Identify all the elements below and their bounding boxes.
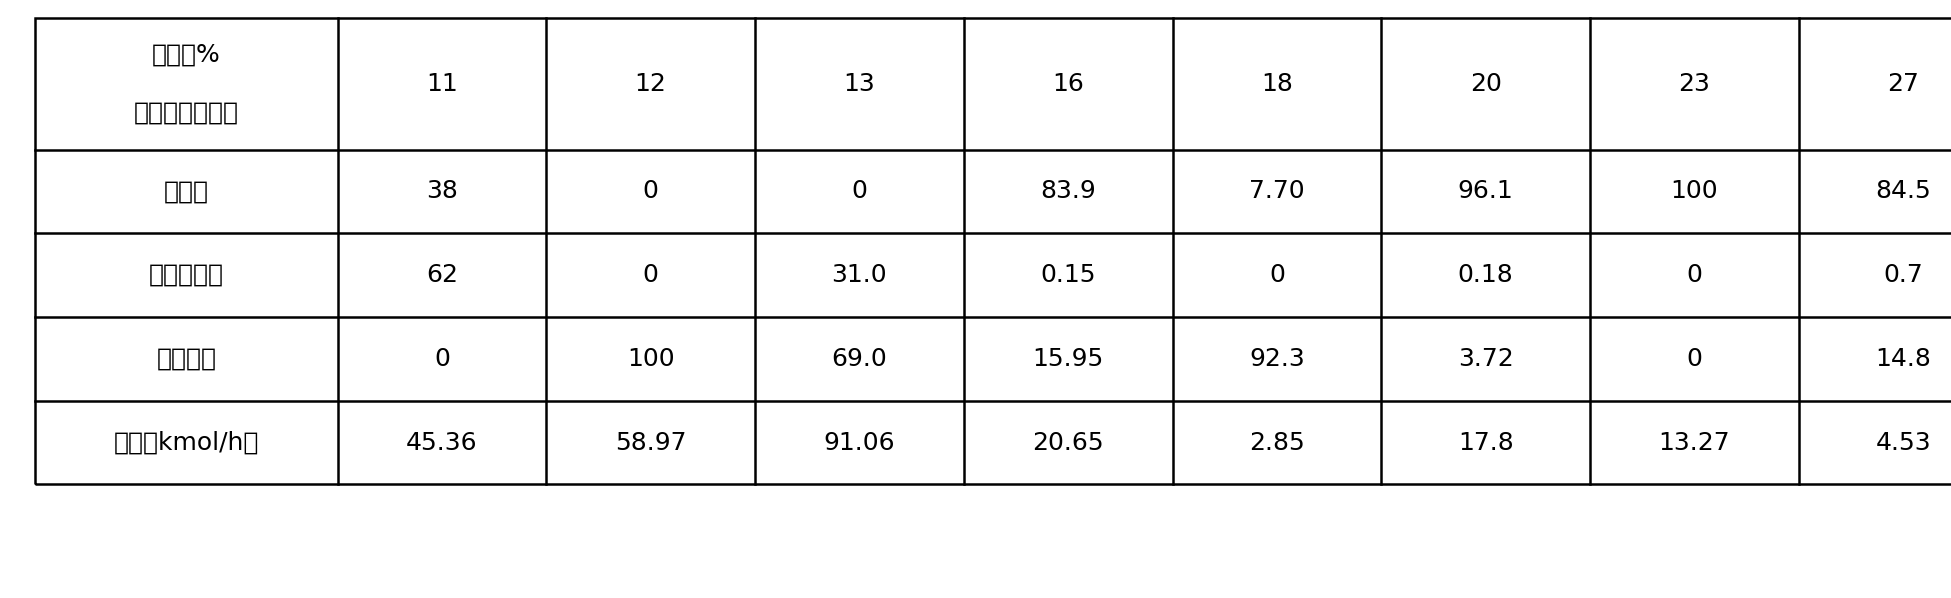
Text: 0.15: 0.15 (1040, 263, 1096, 287)
Text: 100: 100 (626, 347, 675, 371)
Text: 0: 0 (1686, 263, 1703, 287)
Text: 0: 0 (642, 263, 659, 287)
Text: 31.0: 31.0 (831, 263, 888, 287)
Text: 14.8: 14.8 (1875, 347, 1931, 371)
Text: 0: 0 (851, 179, 868, 203)
Text: 0: 0 (1686, 347, 1703, 371)
Text: 物流，%: 物流，% (152, 43, 220, 67)
Text: （摩尔百分率）: （摩尔百分率） (135, 100, 238, 124)
Text: 96.1: 96.1 (1457, 179, 1514, 203)
Text: 15.95: 15.95 (1032, 347, 1104, 371)
Text: 18: 18 (1260, 72, 1294, 96)
Text: 16: 16 (1052, 72, 1085, 96)
Text: 2.85: 2.85 (1249, 431, 1305, 454)
Bar (35, 18, 1951, 484)
Text: 0: 0 (433, 347, 451, 371)
Text: 0.18: 0.18 (1457, 263, 1514, 287)
Text: 13: 13 (843, 72, 876, 96)
Text: 23: 23 (1678, 72, 1711, 96)
Text: 20.65: 20.65 (1032, 431, 1104, 454)
Text: 92.3: 92.3 (1249, 347, 1305, 371)
Text: 三乙烯二胺: 三乙烯二胺 (148, 263, 224, 287)
Text: 83.9: 83.9 (1040, 179, 1096, 203)
Text: 45.36: 45.36 (406, 431, 478, 454)
Text: 91.06: 91.06 (823, 431, 896, 454)
Text: 4.53: 4.53 (1875, 431, 1931, 454)
Text: 20: 20 (1469, 72, 1502, 96)
Text: 38: 38 (425, 179, 458, 203)
Text: 7.70: 7.70 (1249, 179, 1305, 203)
Text: 27: 27 (1887, 72, 1920, 96)
Text: 69.0: 69.0 (831, 347, 888, 371)
Text: 双环己烷: 双环己烷 (156, 347, 217, 371)
Text: 100: 100 (1670, 179, 1719, 203)
Text: 0: 0 (1268, 263, 1286, 287)
Text: 12: 12 (634, 72, 667, 96)
Text: 0: 0 (642, 179, 659, 203)
Text: 17.8: 17.8 (1457, 431, 1514, 454)
Text: 0.7: 0.7 (1883, 263, 1924, 287)
Text: 13.27: 13.27 (1658, 431, 1731, 454)
Text: 84.5: 84.5 (1875, 179, 1931, 203)
Text: 乙醇胺: 乙醇胺 (164, 179, 209, 203)
Text: 流量（kmol/h）: 流量（kmol/h） (113, 431, 259, 454)
Text: 62: 62 (425, 263, 458, 287)
Text: 11: 11 (425, 72, 458, 96)
Text: 3.72: 3.72 (1457, 347, 1514, 371)
Text: 58.97: 58.97 (615, 431, 687, 454)
